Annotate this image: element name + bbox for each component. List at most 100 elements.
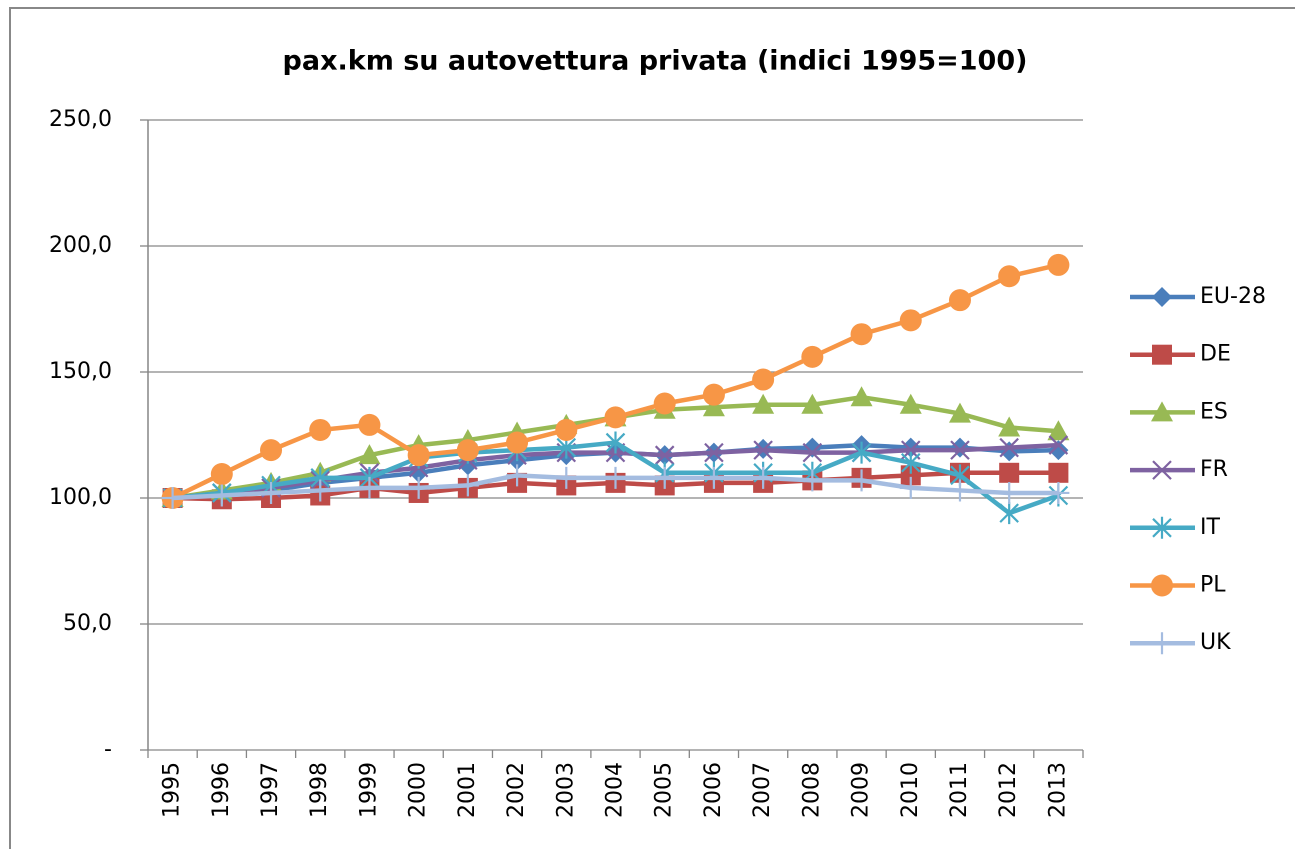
marker — [850, 386, 873, 407]
marker — [309, 479, 332, 502]
x-tick-label: 2006 — [701, 762, 726, 818]
legend-label: UK — [1200, 630, 1231, 655]
marker — [801, 345, 824, 368]
marker — [161, 487, 184, 509]
marker — [948, 402, 971, 423]
x-tick-label: 2002 — [504, 762, 529, 818]
marker — [704, 442, 724, 463]
marker — [752, 393, 775, 414]
marker — [1152, 287, 1172, 307]
marker — [1048, 462, 1069, 483]
x-tick-label: 1996 — [209, 762, 234, 818]
marker — [358, 476, 381, 499]
y-tick-label: - — [104, 737, 112, 762]
marker — [456, 439, 479, 462]
marker — [1152, 516, 1172, 539]
marker — [456, 474, 479, 497]
legend-label: FR — [1200, 457, 1228, 482]
marker — [802, 442, 823, 463]
marker — [358, 413, 381, 436]
marker — [702, 396, 725, 417]
x-tick-label: 2013 — [1045, 762, 1070, 818]
x-tick-label: 2007 — [750, 762, 775, 818]
marker — [260, 481, 283, 504]
marker — [210, 484, 233, 507]
marker — [999, 462, 1020, 483]
marker — [899, 476, 922, 499]
marker — [1151, 574, 1173, 597]
x-tick-label: 1998 — [307, 762, 332, 818]
y-tick-label: 50,0 — [63, 611, 112, 636]
marker — [555, 466, 578, 489]
marker — [555, 418, 578, 441]
marker — [407, 444, 430, 467]
marker — [753, 440, 773, 460]
x-tick-label: 1995 — [160, 762, 185, 818]
marker — [948, 289, 971, 312]
x-tick-label: 2003 — [553, 762, 578, 818]
marker — [850, 323, 873, 346]
y-tick-label: 250,0 — [49, 107, 112, 132]
marker — [999, 502, 1019, 525]
x-tick-label: 2010 — [898, 762, 923, 818]
marker — [801, 393, 824, 414]
marker — [850, 469, 873, 492]
marker — [309, 418, 332, 441]
marker — [1151, 632, 1173, 655]
x-tick-label: 1999 — [356, 762, 381, 818]
marker — [999, 437, 1019, 458]
legend-label: EU-28 — [1200, 284, 1266, 309]
marker — [654, 445, 675, 465]
marker — [998, 481, 1021, 504]
marker — [653, 392, 676, 415]
marker — [1047, 420, 1070, 441]
marker — [358, 444, 381, 465]
chart-title: pax.km su autovettura privata (indici 19… — [283, 46, 1028, 77]
marker — [1048, 435, 1069, 455]
legend-label: PL — [1200, 573, 1226, 598]
marker — [605, 431, 626, 454]
y-tick-label: 200,0 — [49, 233, 112, 258]
x-tick-label: 2001 — [455, 762, 480, 818]
marker — [801, 469, 824, 492]
legend-label: ES — [1200, 399, 1228, 424]
marker — [899, 393, 922, 414]
x-tick-label: 2011 — [947, 762, 972, 818]
x-tick-label: 2012 — [996, 762, 1021, 818]
marker — [950, 440, 970, 460]
x-tick-label: 2000 — [406, 762, 431, 818]
marker — [210, 463, 233, 486]
marker — [604, 406, 627, 429]
legend-label: DE — [1200, 342, 1231, 367]
marker — [1152, 344, 1172, 365]
x-tick-label: 2008 — [799, 762, 824, 818]
chart-frame — [9, 7, 1295, 853]
marker — [851, 441, 872, 464]
y-tick-label: 100,0 — [49, 485, 112, 510]
marker — [998, 265, 1021, 288]
x-tick-label: 2004 — [603, 762, 628, 818]
marker — [1151, 401, 1173, 422]
marker — [899, 309, 922, 332]
marker — [752, 466, 775, 489]
marker — [1047, 481, 1070, 504]
marker — [948, 479, 971, 502]
marker — [506, 464, 529, 487]
x-tick-label: 1997 — [258, 762, 283, 818]
marker — [949, 437, 970, 458]
marker — [900, 465, 921, 486]
marker — [506, 431, 529, 454]
marker — [752, 368, 775, 391]
marker — [1047, 253, 1070, 276]
marker — [653, 466, 676, 489]
marker — [702, 383, 725, 406]
marker — [604, 466, 627, 489]
marker — [407, 476, 430, 499]
marker — [1152, 460, 1172, 480]
marker — [998, 416, 1021, 437]
x-tick-label: 2009 — [849, 762, 874, 818]
y-tick-label: 150,0 — [49, 359, 112, 384]
marker — [702, 466, 725, 489]
legend-label: IT — [1200, 515, 1220, 540]
